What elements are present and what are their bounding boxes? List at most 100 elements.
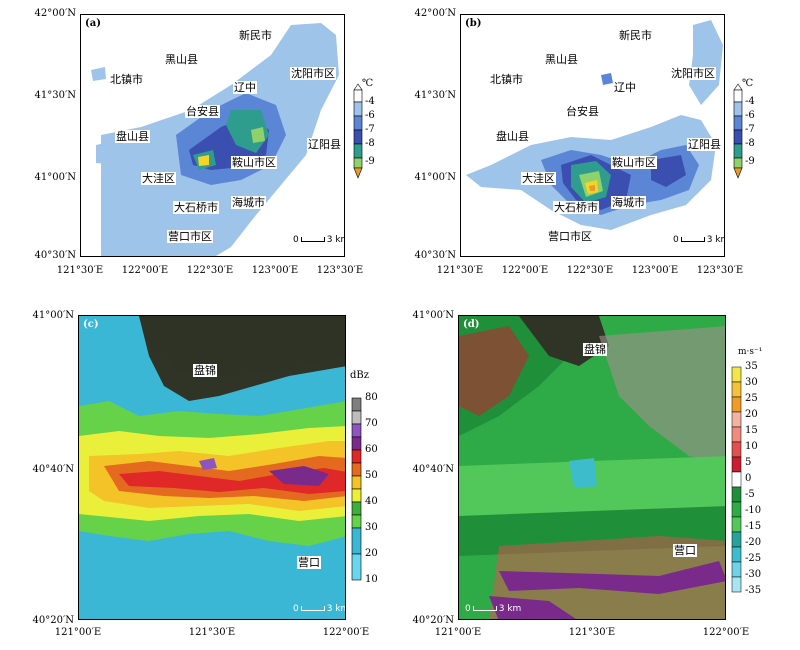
colorbar-tick: -7 bbox=[365, 124, 375, 135]
panel-b: (b) 新民市 黑山县 北镇市 沈阳市区 辽中 台安县 盘山县 辽阳县 鞍山市区… bbox=[400, 0, 800, 290]
lat-tick: 41°00′N bbox=[34, 172, 76, 183]
colorbar-tick: -25 bbox=[745, 553, 762, 564]
city-label: 新民市 bbox=[238, 29, 273, 42]
temperature-colorbar: ℃ -4 -6 -7 -8 -9 bbox=[730, 78, 770, 180]
city-label: 台安县 bbox=[185, 105, 220, 118]
lat-tick: 41°00′N bbox=[414, 172, 456, 183]
colorbar-tick: 40 bbox=[365, 496, 378, 507]
city-label: 沈阳市区 bbox=[670, 67, 716, 80]
city-label: 大洼区 bbox=[521, 172, 556, 185]
colorbar-swatches bbox=[351, 397, 362, 581]
colorbar-unit: ℃ bbox=[362, 78, 374, 89]
panel-label: (a) bbox=[85, 18, 101, 29]
lat-tick: 41°00′N bbox=[412, 310, 454, 321]
colorbar-unit: ℃ bbox=[742, 78, 754, 89]
colorbar-swatches bbox=[353, 83, 363, 179]
city-label: 营口市区 bbox=[167, 230, 213, 243]
lat-tick: 42°00′N bbox=[414, 8, 456, 19]
map-a: (a) 新民市 黑山县 北镇市 沈阳市区 辽中 台安县 盘山县 辽阳县 鞍山市区… bbox=[80, 14, 345, 257]
lat-tick: 40°40′N bbox=[412, 464, 454, 475]
colorbar-tick: -7 bbox=[745, 124, 755, 135]
colorbar-tick: 10 bbox=[365, 574, 378, 585]
lon-tick: 122°00′E bbox=[121, 265, 169, 276]
lon-tick: 121°00′E bbox=[54, 627, 102, 638]
colorbar-tick: 70 bbox=[365, 418, 378, 429]
colorbar-tick: -35 bbox=[745, 585, 762, 596]
colorbar-tick: 20 bbox=[745, 409, 758, 420]
colorbar-tick: 0 bbox=[745, 473, 752, 484]
temperature-colorbar: ℃ -4 -6 -7 -8 -9 bbox=[350, 78, 390, 180]
panel-c: (c) 盘锦 营口 03 km 41°00′N 40°40′N 40°20′N … bbox=[0, 305, 400, 650]
city-label: 辽中 bbox=[233, 81, 257, 94]
city-label: 北镇市 bbox=[489, 73, 524, 86]
city-label: 大石桥市 bbox=[553, 201, 599, 214]
lon-tick: 121°30′E bbox=[436, 265, 484, 276]
city-label: 沈阳市区 bbox=[290, 67, 336, 80]
colorbar-tick: 30 bbox=[745, 377, 758, 388]
colorbar-tick: 5 bbox=[745, 457, 752, 468]
scale-bar: 03 km bbox=[293, 604, 345, 614]
lon-tick: 122°30′E bbox=[566, 265, 614, 276]
lon-tick: 121°30′E bbox=[188, 627, 236, 638]
lat-tick: 41°30′N bbox=[414, 90, 456, 101]
colorbar-tick: -9 bbox=[745, 156, 755, 167]
city-label: 辽中 bbox=[613, 81, 637, 94]
colorbar-tick: -9 bbox=[365, 156, 375, 167]
lon-tick: 121°00′E bbox=[434, 627, 482, 638]
city-label: 台安县 bbox=[565, 105, 600, 118]
map-c: (c) 盘锦 营口 03 km bbox=[78, 315, 346, 620]
colorbar-unit: dBz bbox=[350, 370, 370, 381]
colorbar-tick: 25 bbox=[745, 393, 758, 404]
city-label: 盘锦 bbox=[193, 364, 217, 377]
colorbar-tick: -10 bbox=[745, 505, 762, 516]
lat-tick: 40°30′N bbox=[414, 250, 456, 261]
colorbar-tick: 35 bbox=[745, 361, 758, 372]
panel-label: (b) bbox=[465, 18, 482, 29]
colorbar-tick: 20 bbox=[365, 548, 378, 559]
reflectivity-colorbar: dBz 80 70 60 50 40 30 20 10 bbox=[350, 370, 395, 595]
lat-tick: 40°20′N bbox=[32, 615, 74, 626]
colorbar-swatches bbox=[731, 366, 742, 593]
city-label: 海城市 bbox=[611, 196, 646, 209]
city-label: 黑山县 bbox=[164, 53, 199, 66]
colorbar-tick: -5 bbox=[745, 489, 755, 500]
city-label: 辽阳县 bbox=[307, 138, 342, 151]
city-label: 营口市区 bbox=[547, 230, 593, 243]
city-label: 鞍山市区 bbox=[231, 156, 277, 169]
lat-tick: 41°00′N bbox=[32, 310, 74, 321]
colorbar-tick: 60 bbox=[365, 444, 378, 455]
colorbar-tick: 15 bbox=[745, 425, 758, 436]
lat-tick: 40°20′N bbox=[412, 615, 454, 626]
colorbar-unit: m·s⁻¹ bbox=[738, 347, 763, 357]
city-label: 新民市 bbox=[618, 29, 653, 42]
velocity-colorbar: m·s⁻¹ 35 30 25 20 15 10 5 0 -5 -10 -15 bbox=[730, 347, 780, 602]
colorbar-tick: 50 bbox=[365, 470, 378, 481]
colorbar-tick: -8 bbox=[365, 138, 375, 149]
lon-tick: 122°30′E bbox=[186, 265, 234, 276]
colorbar-tick: -30 bbox=[745, 569, 762, 580]
city-label: 北镇市 bbox=[109, 73, 144, 86]
colorbar-tick: -4 bbox=[745, 96, 755, 107]
city-label: 鞍山市区 bbox=[611, 156, 657, 169]
lon-tick: 123°00′E bbox=[631, 265, 679, 276]
colorbar-tick: -15 bbox=[745, 521, 762, 532]
scale-bar: 03 km bbox=[673, 235, 724, 245]
city-label: 辽阳县 bbox=[687, 138, 722, 151]
panel-label: (c) bbox=[83, 319, 99, 330]
lat-tick: 42°00′N bbox=[34, 8, 76, 19]
colorbar-tick: -6 bbox=[745, 110, 755, 121]
city-label: 大洼区 bbox=[141, 172, 176, 185]
city-label: 盘锦 bbox=[583, 343, 607, 356]
lon-tick: 122°00′E bbox=[322, 627, 370, 638]
colorbar-tick: -6 bbox=[365, 110, 375, 121]
reflectivity-field bbox=[79, 316, 345, 619]
city-label: 大石桥市 bbox=[173, 201, 219, 214]
lat-tick: 41°30′N bbox=[34, 90, 76, 101]
city-label: 营口 bbox=[673, 544, 697, 557]
colorbar-tick: 30 bbox=[365, 522, 378, 533]
colorbar-tick: -8 bbox=[745, 138, 755, 149]
lon-tick: 122°00′E bbox=[501, 265, 549, 276]
lat-tick: 40°40′N bbox=[32, 464, 74, 475]
